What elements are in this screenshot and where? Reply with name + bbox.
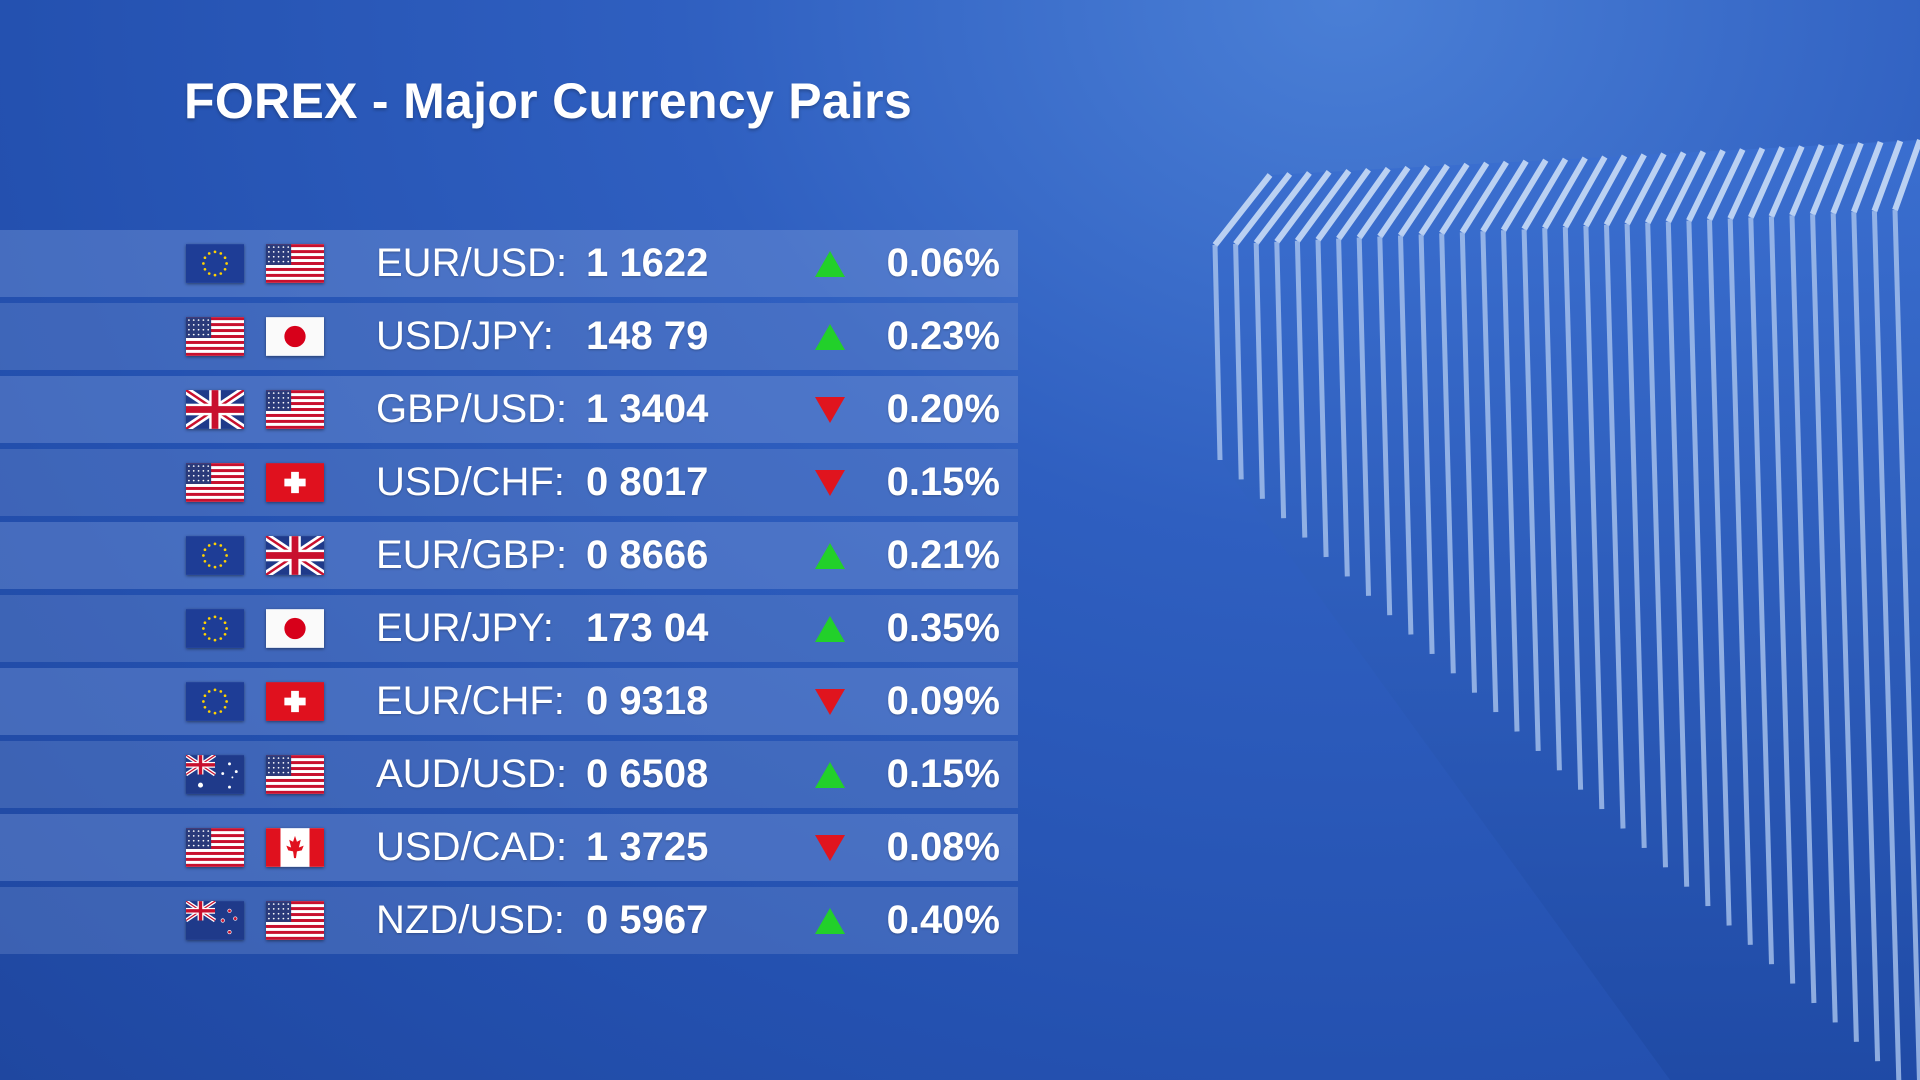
arrow-down-icon (814, 469, 846, 497)
eu-flag-icon (186, 536, 244, 575)
table-row: EUR/GBP: 0 8666 0.21% (0, 522, 1018, 589)
arrow-down-icon (814, 688, 846, 716)
currency-pair-label: EUR/CHF: (376, 679, 565, 723)
exchange-rate: 173 04 (586, 606, 709, 650)
us-flag-icon (266, 755, 324, 794)
exchange-rate: 0 9318 (586, 679, 709, 723)
table-row: USD/JPY: 148 79 0.23% (0, 303, 1018, 370)
arrow-up-icon (814, 907, 846, 935)
us-flag-icon (186, 463, 244, 502)
exchange-rate: 0 8666 (586, 533, 709, 577)
us-flag-icon (266, 390, 324, 429)
table-row: EUR/JPY: 173 04 0.35% (0, 595, 1018, 662)
nz-flag-icon (186, 901, 244, 940)
currency-pair-label: GBP/USD: (376, 387, 568, 431)
percent-change: 0.23% (886, 314, 1000, 358)
currency-table: EUR/USD: 1 1622 0.06% USD/JPY: 148 79 0.23% GB… (0, 230, 1018, 960)
us-flag-icon (266, 901, 324, 940)
currency-pair-label: USD/JPY: (376, 314, 554, 358)
us-flag-icon (266, 244, 324, 283)
arrow-down-icon (814, 834, 846, 862)
page-title: FOREX - Major Currency Pairs (184, 73, 913, 129)
currency-pair-label: NZD/USD: (376, 898, 565, 942)
percent-change: 0.09% (886, 679, 1000, 723)
ch-flag-icon (266, 682, 324, 721)
building-illustration (1210, 138, 1920, 1080)
table-row: GBP/USD: 1 3404 0.20% (0, 376, 1018, 443)
table-row: EUR/USD: 1 1622 0.06% (0, 230, 1018, 297)
us-flag-icon (186, 828, 244, 867)
table-row: USD/CHF: 0 8017 0.15% (0, 449, 1018, 516)
arrow-up-icon (814, 761, 846, 789)
percent-change: 0.06% (886, 241, 1000, 285)
ch-flag-icon (266, 463, 324, 502)
arrow-up-icon (814, 542, 846, 570)
eu-flag-icon (186, 609, 244, 648)
table-row: EUR/CHF: 0 9318 0.09% (0, 668, 1018, 735)
jp-flag-icon (266, 609, 324, 648)
percent-change: 0.21% (886, 533, 1000, 577)
au-flag-icon (186, 755, 244, 794)
gb-flag-icon (266, 536, 324, 575)
eu-flag-icon (186, 244, 244, 283)
percent-change: 0.08% (886, 825, 1000, 869)
arrow-up-icon (814, 323, 846, 351)
exchange-rate: 1 1622 (586, 241, 709, 285)
currency-pair-label: EUR/GBP: (376, 533, 568, 577)
currency-pair-label: USD/CAD: (376, 825, 568, 869)
currency-pair-label: USD/CHF: (376, 460, 565, 504)
eu-flag-icon (186, 682, 244, 721)
exchange-rate: 0 8017 (586, 460, 709, 504)
table-row: NZD/USD: 0 5967 0.40% (0, 887, 1018, 954)
percent-change: 0.15% (886, 460, 1000, 504)
ca-flag-icon (266, 828, 324, 867)
percent-change: 0.35% (886, 606, 1000, 650)
us-flag-icon (186, 317, 244, 356)
percent-change: 0.40% (886, 898, 1000, 942)
arrow-up-icon (814, 250, 846, 278)
exchange-rate: 0 5967 (586, 898, 709, 942)
currency-pair-label: AUD/USD: (376, 752, 568, 796)
percent-change: 0.20% (886, 387, 1000, 431)
jp-flag-icon (266, 317, 324, 356)
exchange-rate: 1 3725 (586, 825, 709, 869)
table-row: USD/CAD: 1 3725 0.08% (0, 814, 1018, 881)
arrow-up-icon (814, 615, 846, 643)
arrow-down-icon (814, 396, 846, 424)
table-row: AUD/USD: 0 6508 0.15% (0, 741, 1018, 808)
exchange-rate: 0 6508 (586, 752, 709, 796)
currency-pair-label: EUR/USD: (376, 241, 568, 285)
percent-change: 0.15% (886, 752, 1000, 796)
exchange-rate: 1 3404 (586, 387, 709, 431)
exchange-rate: 148 79 (586, 314, 709, 358)
currency-pair-label: EUR/JPY: (376, 606, 554, 650)
gb-flag-icon (186, 390, 244, 429)
